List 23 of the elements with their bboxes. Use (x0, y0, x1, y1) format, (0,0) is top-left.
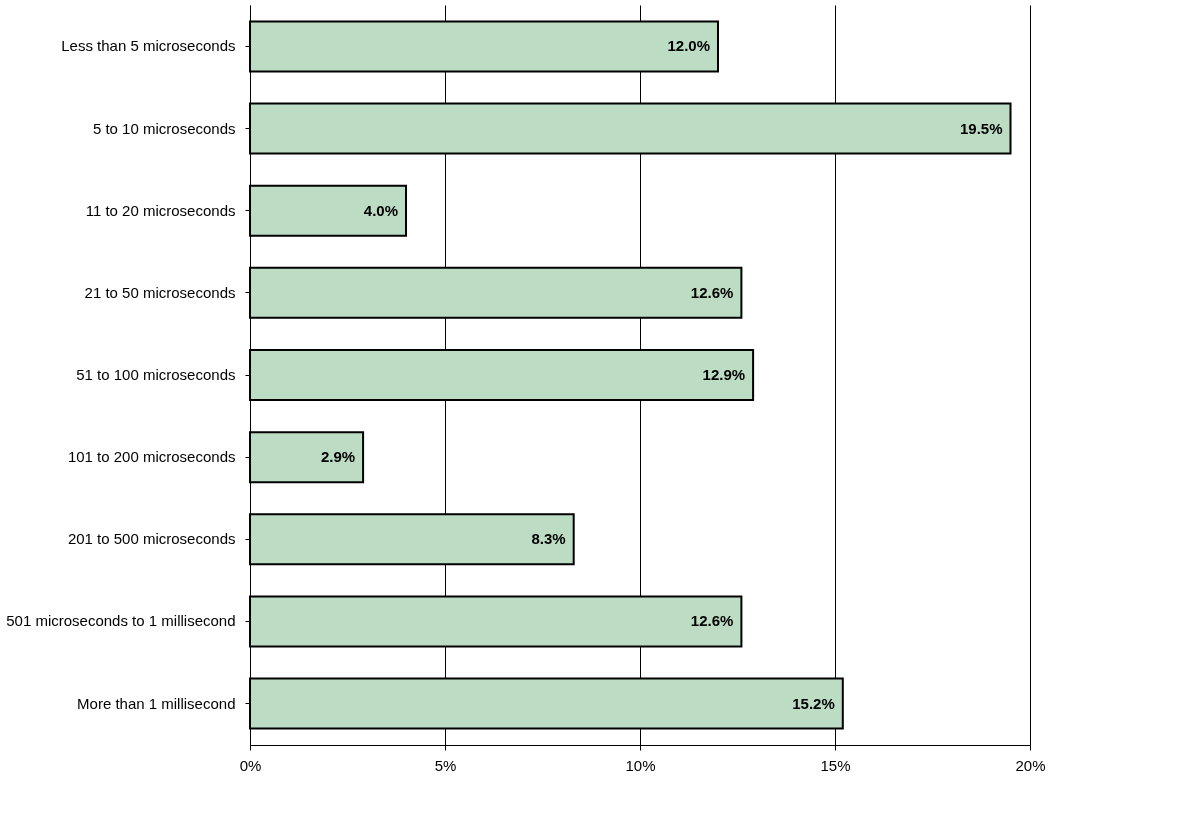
x-tick-label: 20% (1015, 756, 1046, 774)
x-tick-label: 5% (434, 756, 457, 774)
y-tick-label: 51 to 100 microseconds (76, 366, 236, 383)
data-label: 2.9% (320, 448, 356, 466)
data-label: 4.0% (363, 201, 398, 219)
x-tick-label: 15% (820, 756, 851, 774)
y-tick-label: 501 microseconds to 1 millisecond (6, 612, 236, 630)
y-tick-label: 5 to 10 microseconds (92, 119, 236, 137)
y-tick-label: 201 to 500 microseconds (67, 530, 236, 548)
data-label: 15.2% (792, 694, 835, 712)
data-label: 8.3% (531, 530, 566, 548)
data-label: 12.6% (690, 612, 734, 630)
y-tick-label: 21 to 50 microseconds (84, 283, 236, 301)
data-label: 12.0% (667, 37, 710, 55)
x-tick-label: 10% (625, 756, 656, 774)
y-tick-label: More than 1 millisecond (77, 694, 236, 712)
x-tick-label: 0% (239, 756, 262, 774)
y-tick-label: 11 to 20 microseconds (85, 201, 236, 219)
y-tick-label: 101 to 200 microseconds (67, 448, 236, 466)
data-label: 12.9% (702, 366, 746, 383)
y-tick-label: Less than 5 microseconds (61, 37, 236, 55)
data-label: 12.6% (690, 283, 734, 301)
data-label: 19.5% (959, 119, 1003, 137)
